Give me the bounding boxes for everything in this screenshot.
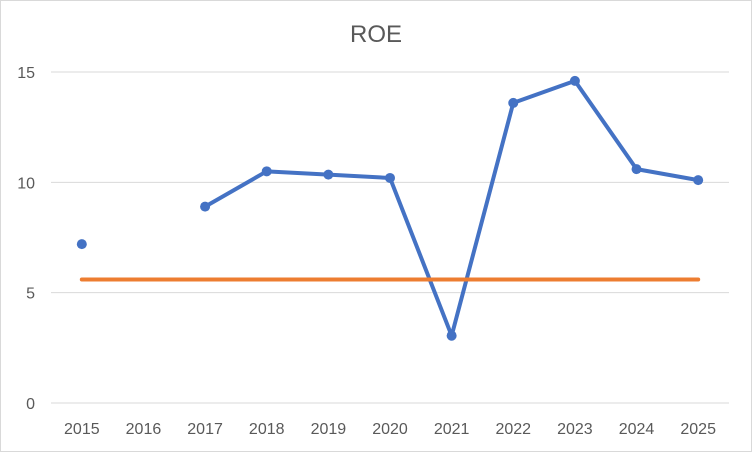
y-tick-label: 15 bbox=[17, 65, 35, 82]
chart-title: ROE bbox=[349, 21, 402, 48]
x-tick-label: 2015 bbox=[64, 421, 100, 438]
series-1-point-2018 bbox=[261, 166, 272, 177]
series-markers bbox=[76, 75, 704, 341]
y-tick-label: 10 bbox=[17, 175, 35, 192]
x-tick-label: 2016 bbox=[126, 421, 162, 438]
series-1-point-2021 bbox=[446, 330, 457, 341]
x-tick-label: 2019 bbox=[311, 421, 347, 438]
series-1-point-2024 bbox=[631, 164, 642, 175]
x-tick-label: 2018 bbox=[249, 421, 285, 438]
x-tick-label: 2022 bbox=[495, 421, 531, 438]
series-1-point-2019 bbox=[323, 169, 334, 180]
series-1-point-2023 bbox=[569, 75, 580, 86]
series-1-point-2020 bbox=[385, 172, 395, 183]
series-lines bbox=[79, 78, 701, 338]
x-tick-label: 2024 bbox=[619, 421, 655, 438]
y-axis-tick-labels: 0 5 10 15 bbox=[17, 65, 35, 413]
y-tick-label: 0 bbox=[26, 396, 35, 413]
x-tick-label: 2023 bbox=[557, 421, 593, 438]
y-tick-label: 5 bbox=[26, 286, 35, 303]
series-1-line bbox=[203, 78, 701, 338]
x-tick-label: 2017 bbox=[187, 421, 223, 438]
series-1-point-2025 bbox=[693, 175, 704, 186]
x-tick-label: 2021 bbox=[434, 421, 470, 438]
series-1-point-2022 bbox=[508, 97, 519, 108]
series-1-point-2015 bbox=[76, 239, 87, 250]
x-axis-tick-labels: 2015 2016 2017 2018 2019 2020 2021 2022 2023 2024… bbox=[64, 421, 716, 438]
series-1-point-2017 bbox=[200, 201, 211, 212]
gridlines bbox=[51, 71, 729, 404]
x-tick-label: 2020 bbox=[372, 421, 408, 438]
x-tick-label: 2025 bbox=[680, 421, 716, 438]
